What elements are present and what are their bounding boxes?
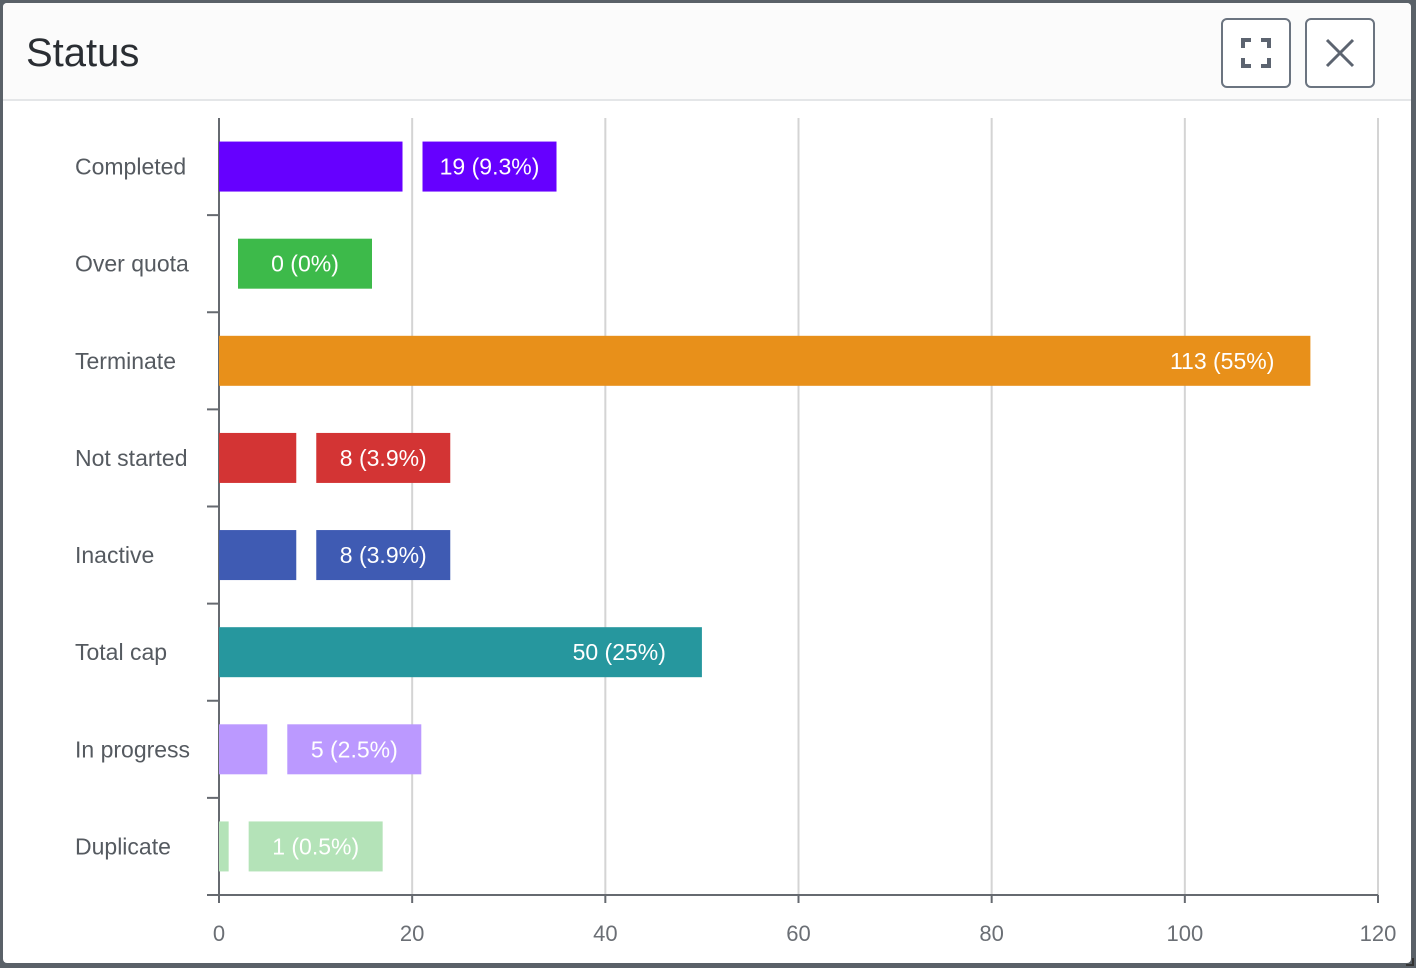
data-label: 8 (3.9%) [340,445,427,471]
bar [219,335,1311,386]
resize-grip-icon[interactable] [1406,958,1414,966]
expand-button[interactable] [1221,18,1291,88]
category-label: Total cap [75,639,167,665]
dialog-title: Status [26,31,140,75]
data-label-box [316,432,451,483]
data-label-box [238,238,372,289]
data-label-box [422,141,557,192]
data-label-box [287,724,422,775]
category-label: Not started [75,445,188,471]
dialog-header: Status [3,3,1411,101]
category-label: Terminate [75,348,176,374]
data-label-box [316,530,451,581]
x-tick-label: 120 [1360,921,1397,946]
bar [219,821,229,872]
data-label: 5 (2.5%) [311,736,398,762]
x-tick-label: 40 [593,921,617,946]
bar [219,724,268,775]
category-label: Duplicate [75,833,171,859]
x-tick-label: 100 [1166,921,1203,946]
category-label: Over quota [75,251,189,277]
bar [219,530,297,581]
data-label: 50 (25%) [573,639,666,665]
x-tick-label: 0 [213,921,225,946]
data-label-box [248,821,383,872]
data-label: 8 (3.9%) [340,542,427,568]
category-label: In progress [75,736,190,762]
x-tick-label: 60 [786,921,810,946]
data-label: 19 (9.3%) [440,154,540,180]
close-button[interactable] [1305,18,1375,88]
data-label: 0 (0%) [271,251,339,277]
data-label: 113 (55%) [1170,348,1274,374]
close-icon [1325,38,1355,68]
expand-icon [1241,38,1271,68]
bar [219,432,297,483]
bar [219,141,403,192]
x-tick-label: 80 [979,921,1003,946]
x-tick-label: 20 [400,921,424,946]
bar [219,627,702,678]
data-label: 1 (0.5%) [272,833,359,859]
category-label: Completed [75,154,186,180]
category-label: Inactive [75,542,154,568]
